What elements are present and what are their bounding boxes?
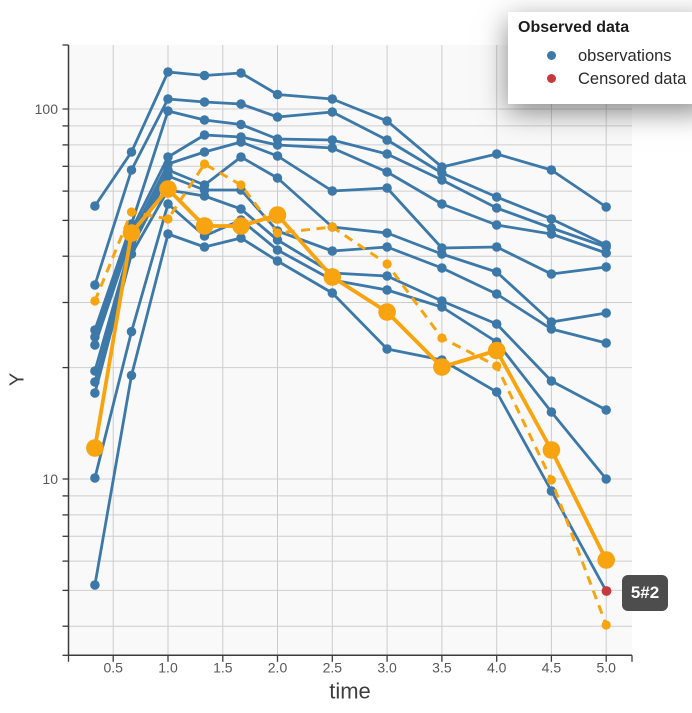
svg-text:10: 10 <box>42 471 58 487</box>
svg-text:time: time <box>329 679 371 704</box>
svg-text:1.0: 1.0 <box>158 660 178 676</box>
svg-text:0.5: 0.5 <box>103 660 123 676</box>
svg-text:5.0: 5.0 <box>596 660 616 676</box>
svg-text:100: 100 <box>35 101 59 117</box>
svg-text:4.0: 4.0 <box>487 660 507 676</box>
svg-text:1.5: 1.5 <box>213 660 233 676</box>
svg-text:3.0: 3.0 <box>377 660 397 676</box>
svg-text:Y: Y <box>7 373 29 386</box>
svg-text:2.5: 2.5 <box>323 660 343 676</box>
svg-text:2.0: 2.0 <box>268 660 288 676</box>
svg-text:3.5: 3.5 <box>432 660 452 676</box>
svg-text:4.5: 4.5 <box>542 660 562 676</box>
